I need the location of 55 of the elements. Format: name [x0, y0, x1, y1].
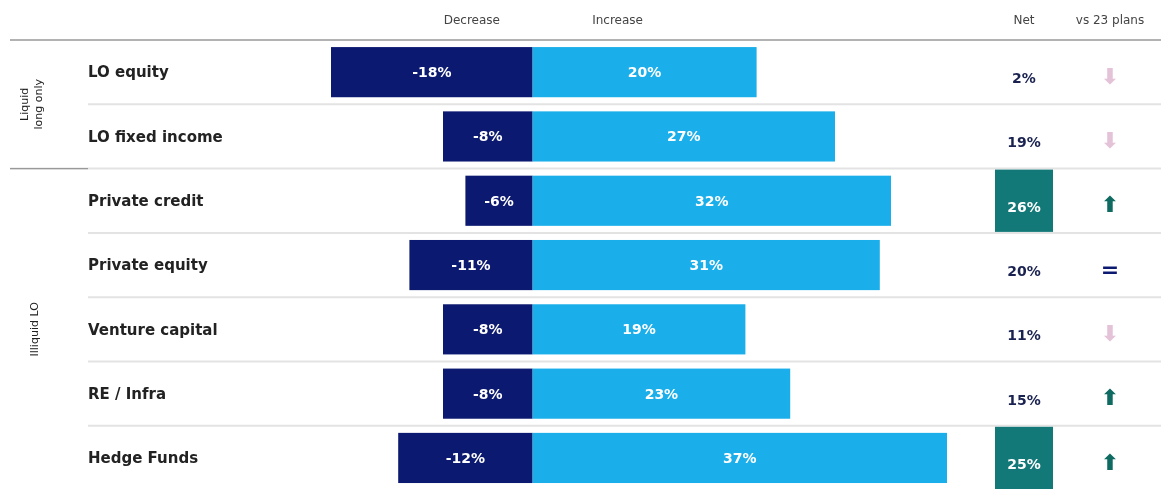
bar	[532, 432, 947, 484]
text: 20%	[1007, 262, 1041, 279]
text: Illiquid LO	[28, 301, 41, 357]
bar	[443, 111, 533, 162]
bar	[532, 239, 880, 291]
data-label: 32%	[695, 192, 729, 209]
series-label: Increase	[592, 13, 643, 27]
y-tick-label: Venture capital	[88, 320, 218, 339]
y-tick-label: RE / Infra	[88, 384, 167, 403]
bar	[532, 175, 891, 226]
data-label: -6%	[484, 192, 514, 209]
text: Net	[1013, 13, 1035, 27]
text: ⬆	[1100, 385, 1120, 411]
y-tick-label: Private equity	[88, 256, 208, 275]
bar	[532, 111, 835, 162]
bar	[443, 368, 533, 419]
y-tick-label: Hedge Funds	[88, 449, 199, 468]
text: vs 23 plans	[1075, 13, 1145, 27]
text: 11%	[1007, 327, 1041, 344]
text: =	[1100, 256, 1120, 282]
text: ⬇	[1100, 128, 1120, 154]
series-label: Decrease	[443, 13, 500, 27]
text: Liquid long only	[18, 78, 45, 130]
data-label: -12%	[445, 449, 486, 466]
data-label: 20%	[627, 64, 662, 81]
data-label: 19%	[622, 321, 656, 338]
data-label: 27%	[667, 128, 701, 145]
y-tick-label: LO equity	[88, 63, 169, 82]
text: 25%	[1007, 455, 1041, 472]
text: ⬇	[1100, 321, 1120, 347]
data-label: -8%	[473, 128, 503, 145]
data-label: 31%	[689, 256, 723, 273]
data-label: -8%	[473, 321, 503, 338]
text: 19%	[1007, 134, 1041, 151]
bar	[532, 47, 757, 98]
bar	[398, 432, 533, 484]
bar	[532, 304, 746, 355]
text: ⬆	[1100, 449, 1120, 475]
bar	[465, 175, 533, 226]
data-label: -8%	[473, 385, 503, 402]
text: ⬆	[1100, 192, 1120, 218]
data-label: 23%	[644, 385, 679, 402]
y-tick-label: LO fixed income	[88, 127, 223, 146]
bar	[532, 368, 791, 419]
text: ⬇	[1100, 63, 1120, 89]
text: 26%	[1007, 198, 1041, 215]
text: 15%	[1007, 391, 1041, 408]
y-tick-label: Private credit	[88, 192, 204, 210]
data-label: -11%	[451, 256, 491, 273]
data-label: 37%	[723, 449, 757, 466]
text: 2%	[1012, 70, 1036, 87]
data-label: -18%	[412, 64, 452, 81]
bar	[409, 239, 533, 291]
bar	[443, 304, 533, 355]
bar	[331, 47, 533, 98]
